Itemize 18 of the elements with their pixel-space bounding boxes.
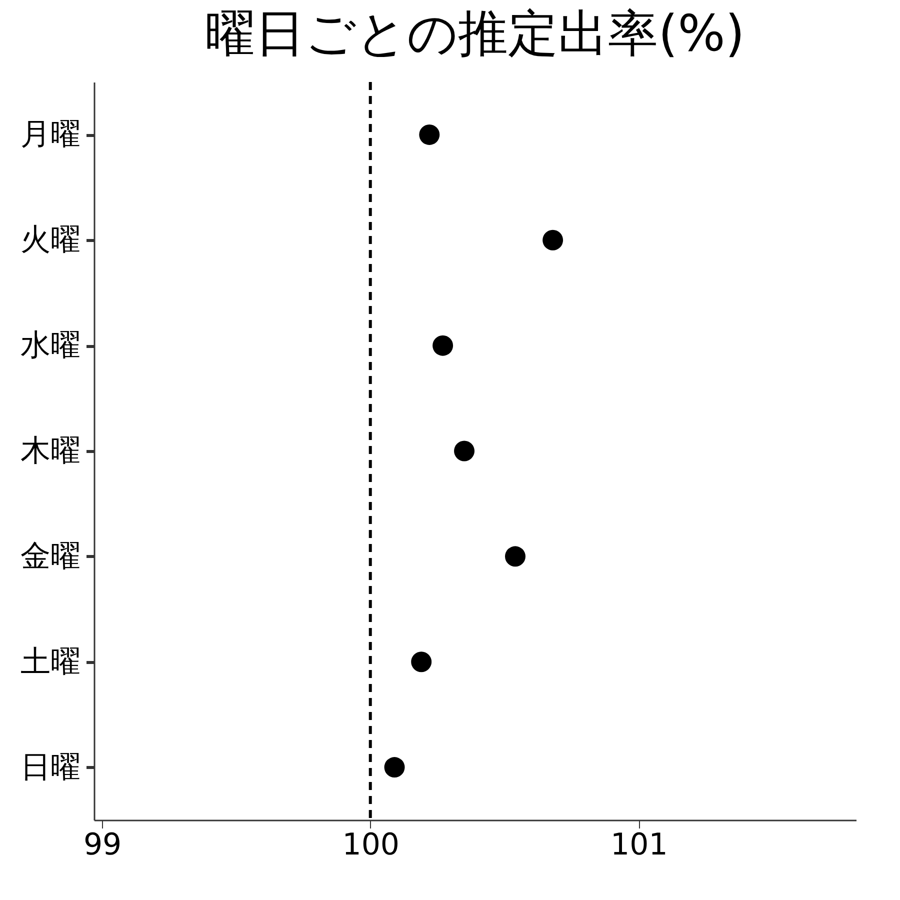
y-tick-label: 水曜: [20, 328, 80, 364]
chart-title: 曜日ごとの推定出率(%): [205, 4, 745, 62]
y-tick-label: 土曜: [20, 644, 80, 680]
point: [411, 652, 432, 672]
point: [542, 230, 564, 250]
point: [384, 757, 405, 778]
y-tick-label: 日曜: [20, 750, 80, 785]
point: [419, 124, 440, 145]
x-tick-label: 101: [610, 828, 668, 862]
y-tick-label: 木曜: [20, 434, 80, 468]
point: [432, 335, 454, 356]
x-tick-label: 99: [83, 828, 122, 862]
point: [454, 440, 475, 462]
point: [505, 546, 526, 567]
y-tick-label: 月曜: [20, 117, 80, 152]
y-tick-label: 火曜: [20, 222, 80, 258]
x-tick-label: 100: [342, 828, 400, 862]
y-tick-label: 金曜: [20, 538, 80, 574]
